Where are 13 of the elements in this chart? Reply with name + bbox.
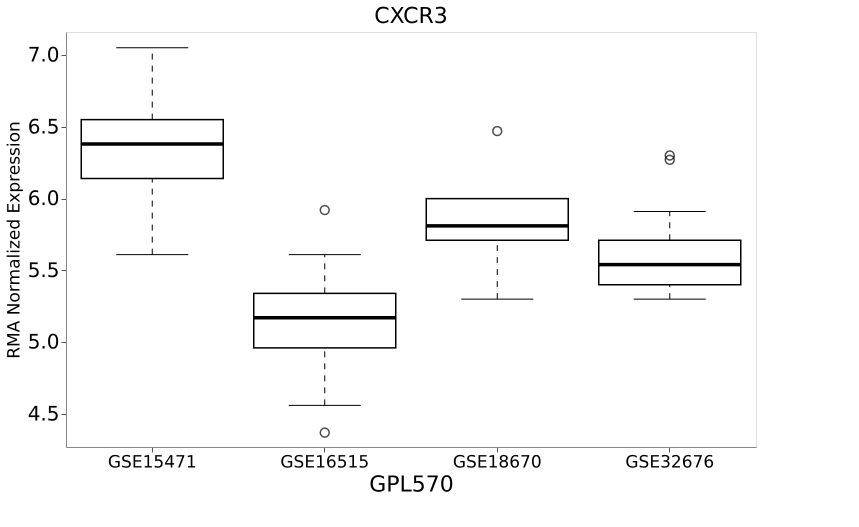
y-axis-title: RMA Normalized Expression [4,121,25,359]
y-tick-label: 4.5 [28,401,60,426]
x-tick-label: GSE18670 [452,452,542,472]
x-tick-label: GSE16515 [280,452,370,472]
chart-title: CXCR3 [374,4,448,29]
y-tick-label: 6.0 [28,186,60,210]
x-axis-title: GPL570 [369,472,454,498]
y-tick-label: 7.0 [28,42,60,66]
y-tick-label: 6.5 [28,114,60,138]
y-tick-label: 5.5 [28,258,60,282]
y-tick-label: 5.0 [28,330,60,354]
x-tick-label: GSE32676 [625,452,714,472]
x-tick-label: GSE15471 [108,452,197,472]
